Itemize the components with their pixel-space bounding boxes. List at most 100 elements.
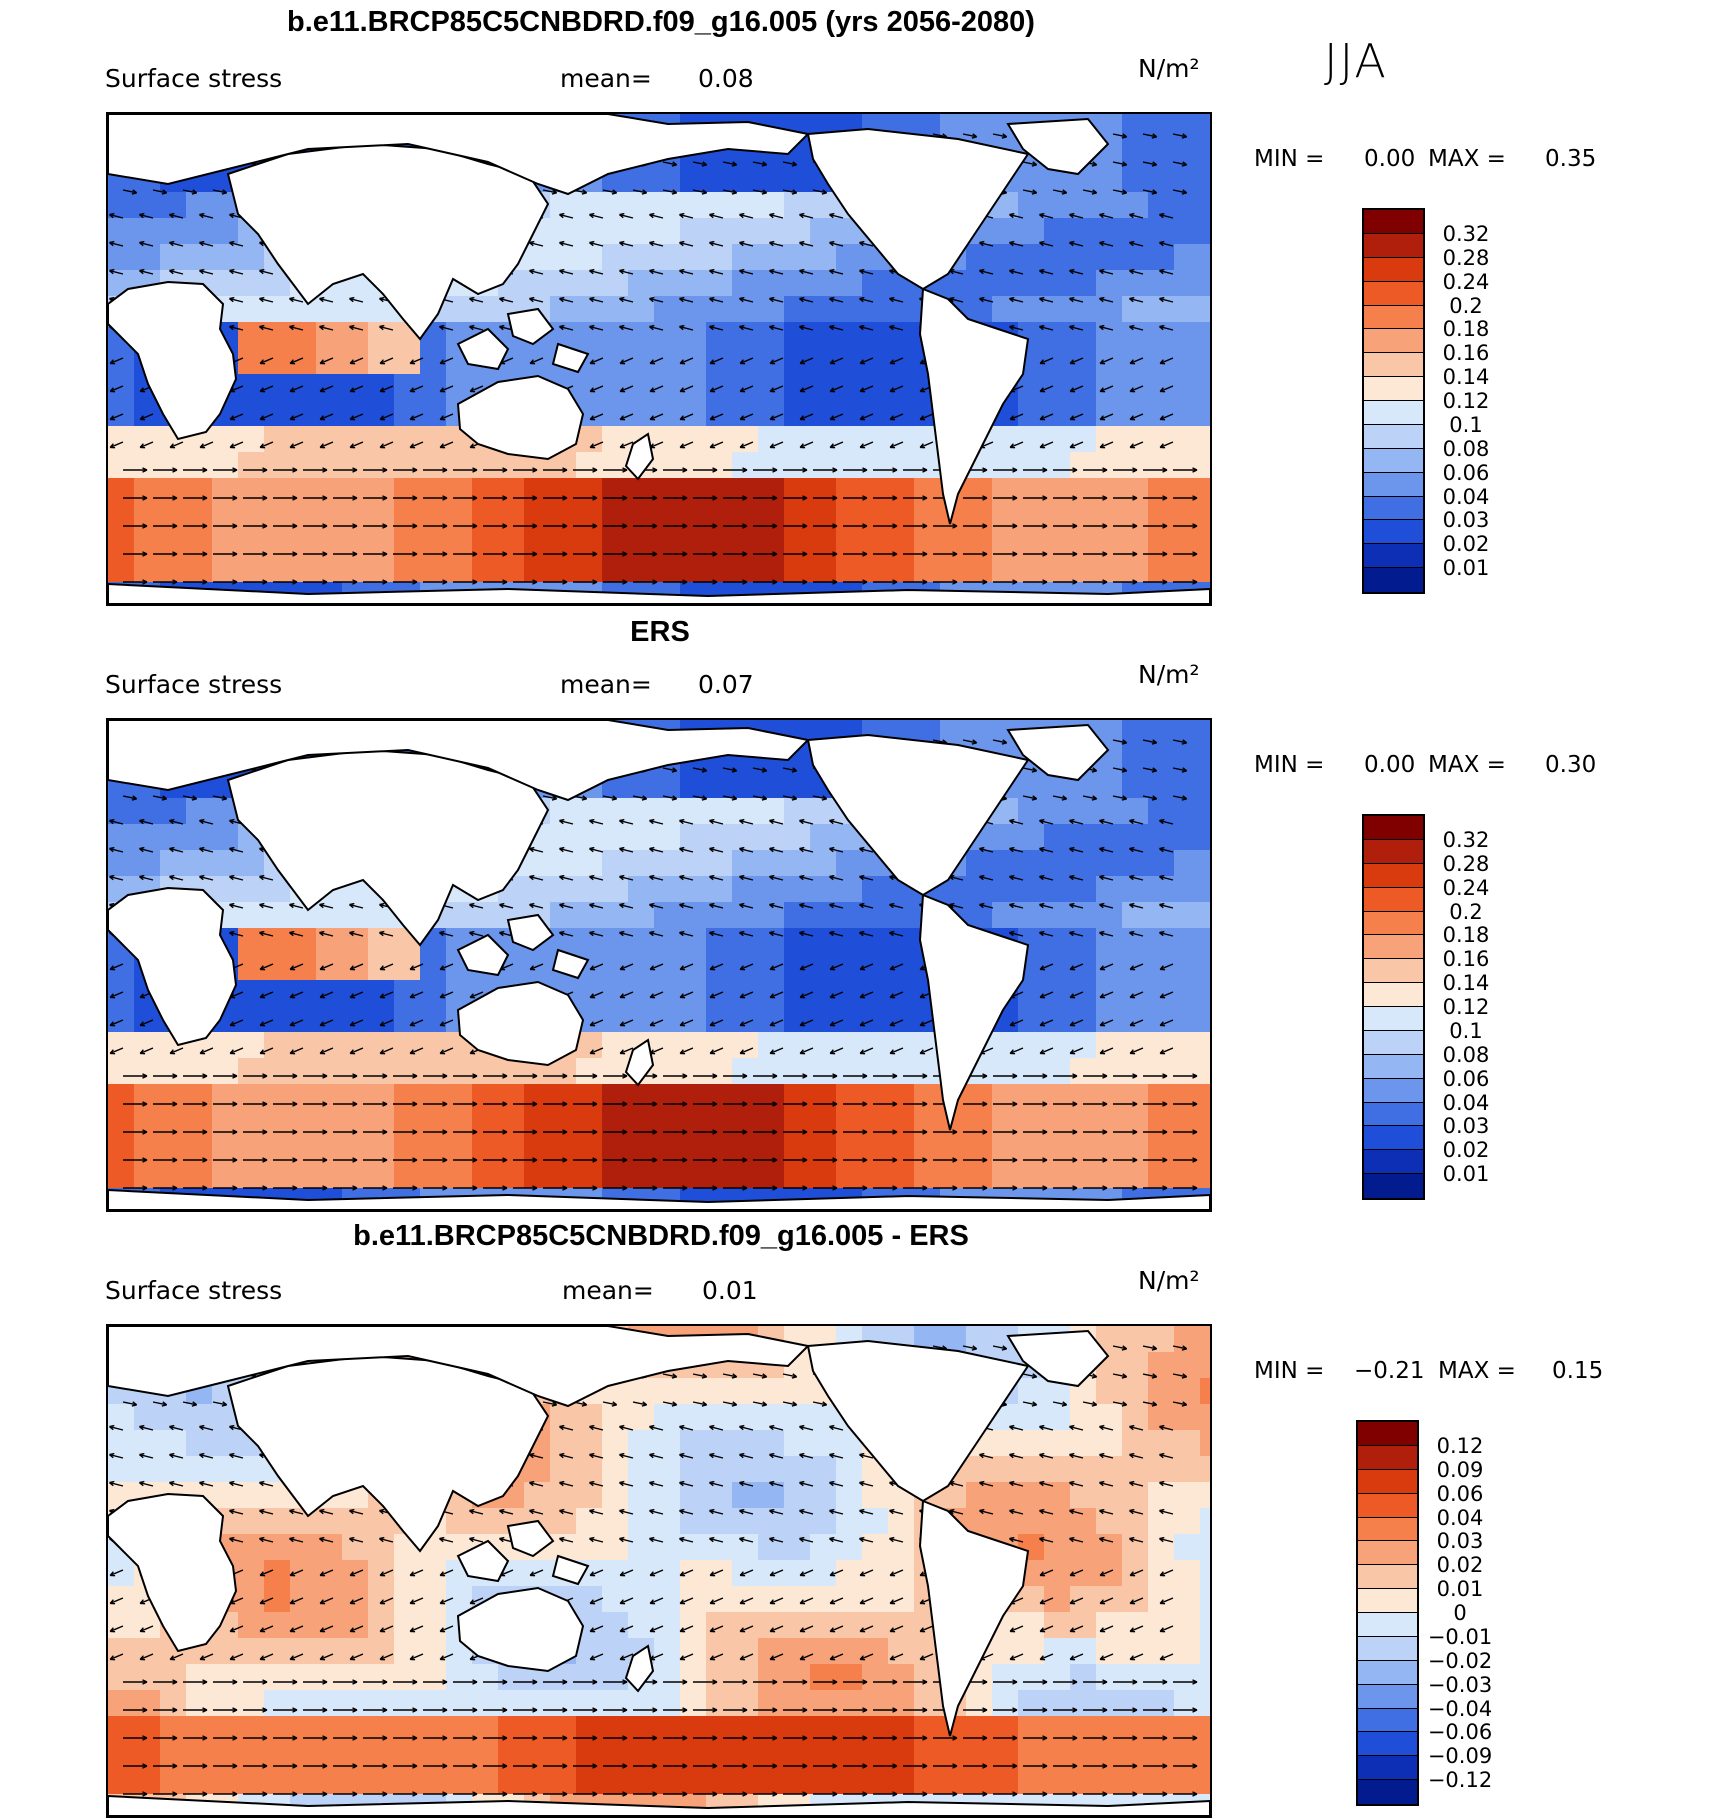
stress-vector [602,795,618,801]
field-cell [680,1768,707,1795]
stress-vector [543,1679,568,1685]
stress-vector [752,1373,768,1379]
stress-vector [153,1679,178,1685]
field-cell [966,1326,993,1353]
field-cell [862,270,889,297]
field-cell [238,478,265,505]
stress-vector [229,441,244,449]
field-cell [1200,746,1210,773]
stress-vector [903,1679,928,1685]
stress-vector [513,1185,538,1191]
field-cell [706,1378,733,1405]
stress-vector [889,357,904,365]
field-cell [1070,850,1097,877]
stress-vector [679,413,694,421]
field-cell [758,556,785,583]
field-cell [940,1768,967,1795]
field-cell [680,1162,707,1189]
stress-vector [379,963,394,971]
stress-vector [303,1791,328,1797]
stress-vector [648,846,664,853]
field-cell [602,1456,629,1483]
stress-vector [679,1625,694,1633]
stress-vector [782,189,798,195]
field-cell [420,400,447,427]
field-cell [394,478,421,505]
field-cell [134,1768,161,1795]
stress-vector [933,1735,958,1741]
field-cell [472,556,499,583]
field-cell [1148,1690,1175,1717]
stress-vector [288,324,304,331]
field-cell [1200,1456,1210,1483]
field-cell [1174,1136,1201,1163]
field-cell [966,296,993,323]
stress-vector [962,1345,978,1351]
stress-vector [753,1735,778,1741]
field-cell [1070,1430,1097,1457]
field-cell [108,478,135,505]
stress-vector [739,1019,754,1027]
stress-vector [589,1653,604,1661]
stress-vector [1069,413,1084,421]
stress-vector [693,579,718,585]
stress-vector [693,1101,718,1107]
field-cell [576,1162,603,1189]
colorbar-swatch [1364,935,1423,960]
field-cell [1122,192,1149,219]
field-cell [1096,400,1123,427]
stress-vector [738,874,754,881]
stress-vector [1158,268,1174,275]
field-cell [186,1162,213,1189]
field-cell [576,478,603,505]
stress-vector [453,1763,478,1769]
colorbar-tick-label: 0.14 [1442,971,1490,996]
stress-vector [333,1735,358,1741]
field-cell [160,824,187,851]
stress-vector [843,1791,868,1797]
field-cell [758,452,785,479]
stress-vector [1158,1508,1174,1515]
stress-vector [843,1763,868,1769]
field-cell [914,530,941,557]
field-cell [1018,824,1045,851]
stress-vector [183,1101,208,1107]
field-cell [1148,426,1175,453]
stress-vector [1129,1569,1144,1577]
stress-vector [739,1625,754,1633]
field-cell [914,1664,941,1691]
stress-vector [529,357,544,365]
field-cell [784,824,811,851]
field-cell [238,348,265,375]
stress-vector [529,963,544,971]
stress-vector [439,1653,454,1661]
field-cell [654,1136,681,1163]
field-cell [732,928,759,955]
field-cell [1096,1560,1123,1587]
stress-vector [903,1101,928,1107]
landmass [506,913,555,952]
field-cell [654,1084,681,1111]
field-cell [446,1742,473,1769]
field-cell [264,478,291,505]
field-cell [576,1664,603,1691]
stress-vector [782,795,798,801]
stress-vector [738,818,754,825]
field-cell [1200,556,1210,583]
field-cell [1200,296,1210,323]
field-cell [134,556,161,583]
stress-vector [182,795,198,801]
stress-vector [978,874,994,881]
field-cell [914,1162,941,1189]
field-cell [264,1006,291,1033]
stress-vector [709,1047,724,1055]
stress-vector [423,1707,448,1713]
stress-vector [303,1707,328,1713]
colorbar-swatch [1364,472,1423,497]
field-cell [1044,1084,1071,1111]
stress-vector [379,1019,394,1027]
field-cell [758,1664,785,1691]
stress-vector [1039,357,1054,365]
field-cell [1174,452,1201,479]
stress-vector [588,296,604,303]
